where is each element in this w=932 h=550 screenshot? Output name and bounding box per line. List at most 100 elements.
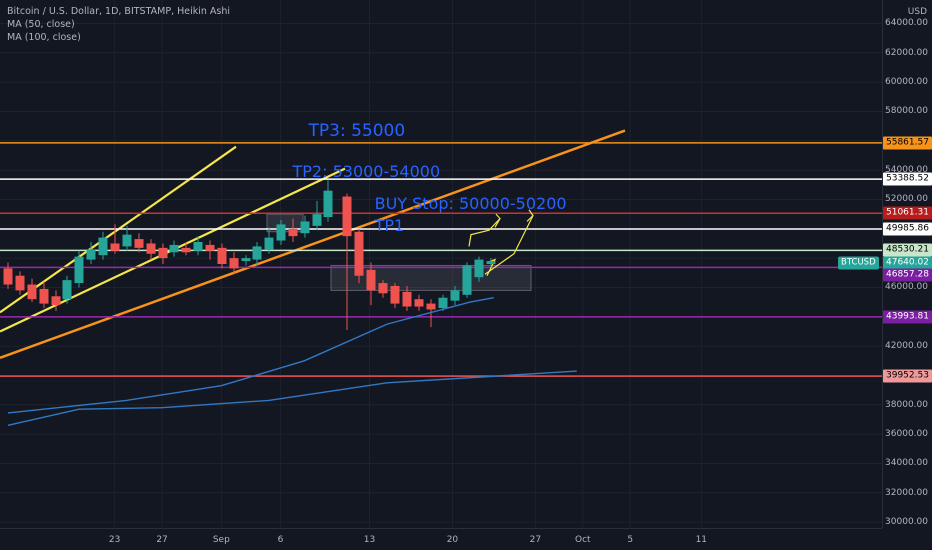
- candle: [62, 275, 72, 304]
- arrow-drawing: [526, 209, 534, 222]
- price-level-tag: 53388.52: [883, 172, 932, 186]
- price-level-tag: 51061.31: [883, 206, 932, 220]
- candle: [86, 242, 96, 264]
- candle: [252, 242, 262, 266]
- candle: [158, 243, 168, 264]
- ma100-legend: MA (100, close): [7, 32, 81, 43]
- time-tick-label: 27: [156, 535, 168, 545]
- candle-body: [300, 221, 310, 234]
- time-tick-label: 20: [446, 535, 459, 545]
- time-tick-label: 27: [529, 535, 542, 545]
- candle: [51, 290, 61, 311]
- price-tick-label: 54000.00: [885, 165, 928, 176]
- candle-body: [323, 190, 333, 218]
- annotation-text[interactable]: TP3: 55000: [308, 120, 406, 141]
- candle-body: [74, 256, 84, 284]
- candle: [181, 242, 191, 256]
- arrow-drawing: [484, 215, 534, 275]
- candle: [462, 262, 472, 298]
- time-tick-label: 13: [363, 535, 376, 545]
- candle: [288, 218, 298, 242]
- channel-line-orange[interactable]: [0, 129, 626, 360]
- arrow-drawing: [494, 213, 501, 228]
- candle: [74, 250, 84, 288]
- candle: [241, 255, 251, 266]
- candle-body: [98, 237, 108, 256]
- candle: [276, 220, 286, 245]
- candle: [323, 180, 333, 222]
- price-level-tag: 48530.21: [883, 243, 932, 257]
- price-tick-label: 42000.00: [885, 341, 928, 352]
- price-tick-label: 60000.00: [885, 77, 928, 88]
- symbol-tag: BTCUSD: [838, 256, 879, 270]
- price-level-tag: 55861.57: [883, 136, 932, 150]
- candle-body: [366, 269, 376, 291]
- candle: [486, 258, 496, 267]
- candle: [300, 215, 310, 238]
- ma50-line: [7, 297, 494, 414]
- candle-body: [312, 214, 322, 226]
- candle: [193, 236, 203, 256]
- candle: [450, 286, 460, 306]
- time-tick-label: 5: [627, 535, 634, 545]
- candle: [342, 193, 352, 330]
- candle-body: [438, 297, 448, 308]
- candle: [402, 286, 412, 311]
- candle: [15, 271, 25, 295]
- price-level-tag: 39952.53: [883, 369, 932, 383]
- candle-body: [15, 275, 25, 291]
- price-level-tag: 43993.81: [883, 310, 932, 324]
- time-tick-label: 11: [695, 535, 708, 545]
- candle: [229, 252, 239, 275]
- annotation-text[interactable]: TP1: [374, 215, 405, 235]
- candle: [3, 262, 13, 289]
- candle-body: [342, 196, 352, 237]
- candle-body: [39, 288, 49, 304]
- range-box-bottom: [330, 264, 532, 291]
- candle: [134, 233, 144, 253]
- candle: [264, 227, 274, 254]
- ma100-line: [7, 370, 577, 426]
- candle-body: [27, 284, 37, 300]
- candle-body: [486, 261, 496, 264]
- price-level-tag: 49985.86: [883, 222, 932, 236]
- candle-body: [288, 228, 298, 237]
- annotation-text[interactable]: BUY Stop: 50000-50200: [374, 193, 567, 213]
- time-axis[interactable]: 23 27 Sep 6 13 20 27 Oct 5 11: [0, 528, 882, 550]
- candle-body: [3, 268, 13, 285]
- candle-body: [276, 224, 286, 241]
- time-tick-label: 23: [108, 535, 121, 545]
- candle: [474, 256, 484, 282]
- candle: [378, 280, 388, 298]
- candle: [122, 225, 132, 251]
- ma50-legend: MA (50, close): [7, 19, 75, 30]
- chart-legend: Bitcoin / U.S. Dollar, 1D, BITSTAMP, Hei…: [7, 5, 230, 44]
- candle-body: [229, 258, 239, 269]
- candle-body: [402, 291, 412, 307]
- candle: [146, 239, 156, 260]
- candle-body: [264, 237, 274, 250]
- candle: [217, 243, 227, 269]
- arrow-drawing: [468, 218, 501, 247]
- candle: [98, 231, 108, 260]
- currency-label: USD: [907, 7, 927, 17]
- price-tick-label: 32000.00: [885, 487, 928, 498]
- candle: [27, 278, 37, 303]
- annotation-text[interactable]: TP2: 53000-54000: [292, 161, 441, 181]
- candle-body: [414, 299, 424, 307]
- price-tick-label: 64000.00: [885, 18, 928, 29]
- price-level-tag: 47640.02: [883, 256, 932, 270]
- candle: [110, 224, 120, 254]
- candle-body: [122, 234, 132, 247]
- time-tick-label: Sep: [212, 535, 230, 545]
- candle-body: [354, 231, 364, 276]
- candle-body: [181, 247, 191, 253]
- candle-body: [146, 243, 156, 254]
- candle-body: [426, 303, 436, 310]
- candle-body: [241, 258, 251, 262]
- candle: [39, 281, 49, 308]
- candle-body: [110, 243, 120, 251]
- candle-body: [450, 290, 460, 301]
